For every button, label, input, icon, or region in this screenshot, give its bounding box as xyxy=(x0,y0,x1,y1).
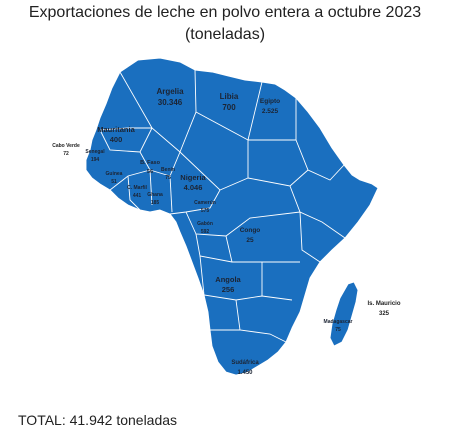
label-nigeria-name: Nigeria xyxy=(180,173,206,182)
label-camerun-value: 575 xyxy=(201,208,210,214)
label-madagascar-name: Madagascar xyxy=(324,319,353,325)
madagascar-shape xyxy=(329,281,359,347)
label-camerun-name: Camerún xyxy=(194,200,216,206)
title-line-1: Exportaciones de leche en polvo entera a… xyxy=(28,4,422,21)
label-costa-marfil-value: 441 xyxy=(133,193,142,199)
label-gabon-value: 592 xyxy=(201,229,210,235)
label-guinea-name: Guinea xyxy=(106,171,123,177)
label-mauritania-name: Mauritania xyxy=(97,125,135,134)
label-ghana: Ghana 185 xyxy=(147,192,163,206)
label-sudafrica: Sudáfrica 1.450 xyxy=(231,360,259,376)
label-libia-name: Libia xyxy=(220,92,239,101)
label-nigeria-value: 4.046 xyxy=(184,183,203,192)
label-cabo-verde-name: Cabo Verde xyxy=(52,143,80,149)
label-benin: Benín 75 xyxy=(161,167,175,181)
label-nigeria: Nigeria 4.046 xyxy=(180,173,206,192)
label-mauritania-value: 400 xyxy=(110,135,123,144)
label-argelia-value: 30.346 xyxy=(158,98,183,107)
label-benin-name: Benín xyxy=(161,167,175,173)
label-guinea: Guinea 51 xyxy=(106,171,123,185)
label-congo: Congo 25 xyxy=(240,227,261,244)
label-libia-value: 700 xyxy=(222,103,236,112)
total-label: TOTAL: 41.942 toneladas xyxy=(18,412,178,428)
label-angola-value: 256 xyxy=(222,285,235,294)
label-egipto-name: Egipto xyxy=(260,98,280,105)
label-burkina-faso-name: B. Faso xyxy=(140,160,161,166)
label-costa-marfil-name: C. Marfil xyxy=(127,185,147,191)
label-ghana-value: 185 xyxy=(151,200,160,206)
label-angola-name: Angola xyxy=(215,275,241,284)
label-senegal-name: Senegal xyxy=(85,149,105,155)
label-guinea-value: 51 xyxy=(111,179,117,185)
label-senegal-value: 194 xyxy=(91,157,100,163)
label-sudafrica-name: Sudáfrica xyxy=(231,360,259,366)
label-argelia-name: Argelia xyxy=(156,87,184,96)
label-argelia: Argelia 30.346 xyxy=(156,87,184,107)
map-title: Exportaciones de leche en polvo entera a… xyxy=(0,2,450,46)
label-burkina-faso: B. Faso 56 xyxy=(140,160,161,175)
label-mauricio-name: Is. Mauricio xyxy=(367,301,400,307)
africa-landmass xyxy=(85,57,379,376)
label-benin-value: 75 xyxy=(165,175,171,181)
label-mauricio: Is. Mauricio 325 xyxy=(367,301,400,317)
label-gabon-name: Gabón xyxy=(197,221,213,227)
label-mauricio-value: 325 xyxy=(379,311,390,317)
label-congo-name: Congo xyxy=(240,227,261,234)
label-gabon: Gabón 592 xyxy=(197,221,213,235)
label-costa-marfil: C. Marfil 441 xyxy=(127,185,147,199)
label-madagascar: Madagascar 75 xyxy=(324,319,353,333)
label-angola: Angola 256 xyxy=(215,275,241,294)
title-line-2: (toneladas) xyxy=(184,26,266,43)
label-madagascar-value: 75 xyxy=(335,327,341,333)
label-egipto: Egipto 2.525 xyxy=(260,98,280,115)
label-libia: Libia 700 xyxy=(220,92,239,112)
label-mauritania: Mauritania 400 xyxy=(97,125,135,144)
label-camerun: Camerún 575 xyxy=(194,200,216,214)
label-cabo-verde-value: 72 xyxy=(63,151,69,157)
label-sudafrica-value: 1.450 xyxy=(237,370,253,376)
label-ghana-name: Ghana xyxy=(147,192,163,198)
label-congo-value: 25 xyxy=(246,237,254,244)
label-burkina-faso-value: 56 xyxy=(147,169,153,175)
label-egipto-value: 2.525 xyxy=(262,108,279,115)
country-borders xyxy=(99,69,346,343)
label-cabo-verde: Cabo Verde 72 xyxy=(52,143,80,157)
label-senegal: Senegal 194 xyxy=(85,149,105,163)
